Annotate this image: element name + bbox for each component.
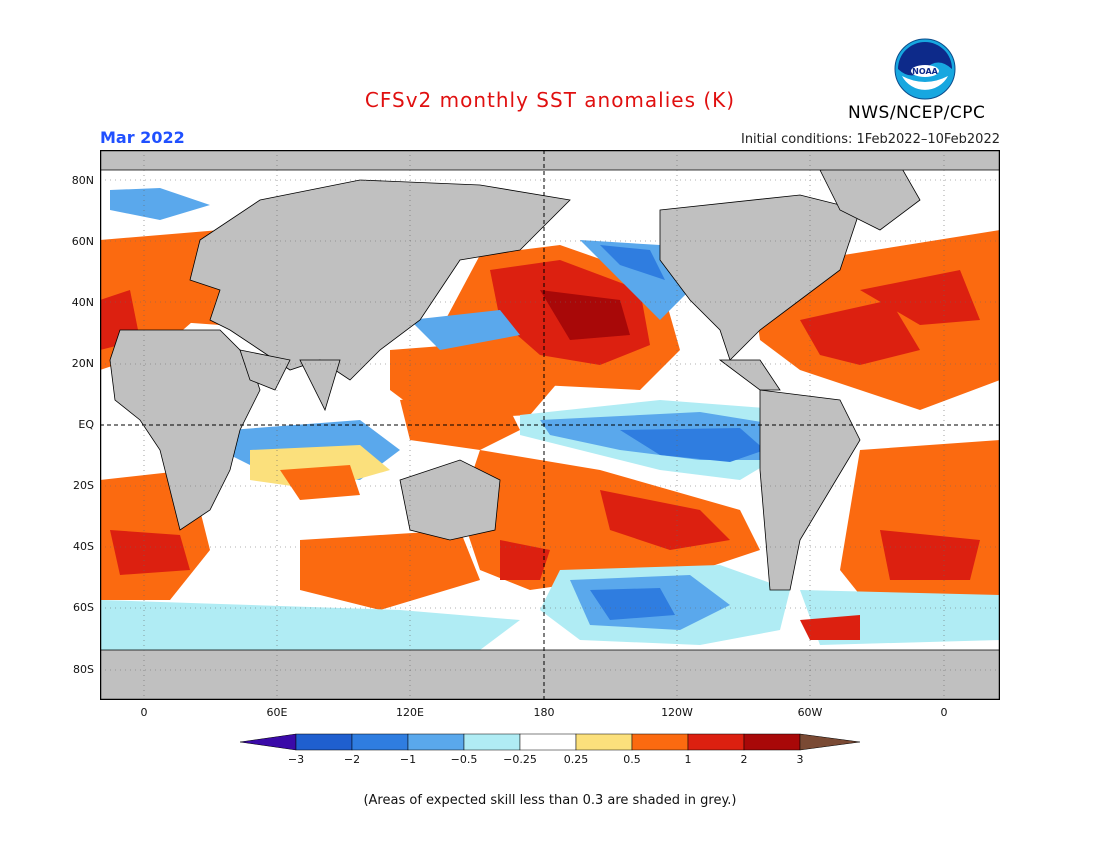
colorbar-bin bbox=[687, 733, 745, 751]
eurasia bbox=[189, 179, 571, 381]
land-masses bbox=[100, 150, 1000, 700]
lon-label-120e: 120E bbox=[396, 706, 424, 719]
skill-note: (Areas of expected skill less than 0.3 a… bbox=[363, 793, 737, 808]
noaa-logo-text: NOAA bbox=[912, 67, 938, 76]
lon-label-0-east: 0 bbox=[940, 706, 948, 719]
map-frame bbox=[100, 150, 1000, 700]
colorbar-bin bbox=[295, 733, 353, 751]
lon-label-60w: 60W bbox=[797, 706, 823, 719]
colorbar-label: 3 bbox=[796, 753, 804, 766]
colorbar-bin bbox=[519, 733, 577, 751]
colorbar-label: −2 bbox=[343, 753, 361, 766]
colorbar-bin bbox=[743, 733, 801, 751]
lon-label-0-west: 0 bbox=[140, 706, 148, 719]
colorbar-label: 1 bbox=[684, 753, 692, 766]
lon-label-60e: 60E bbox=[266, 706, 288, 719]
lat-label-40s: 40S bbox=[73, 540, 94, 553]
initial-conditions: Initial conditions: 1Feb2022–10Feb2022 bbox=[740, 132, 1000, 147]
colorbar-bin bbox=[407, 733, 465, 751]
colorbar-above-triangle bbox=[799, 733, 861, 751]
lon-label-180: 180 bbox=[533, 706, 555, 719]
lat-label-80s: 80S bbox=[73, 663, 94, 676]
colorbar-label: 0.25 bbox=[563, 753, 589, 766]
colorbar-label: −0.25 bbox=[503, 753, 537, 766]
colorbar bbox=[239, 733, 861, 751]
colorbar-below-triangle bbox=[239, 733, 297, 751]
antarctica bbox=[100, 649, 1000, 700]
colorbar-label: −0.5 bbox=[450, 753, 478, 766]
chart-title: CFSv2 monthly SST anomalies (K) bbox=[364, 88, 736, 112]
forecast-month: Mar 2022 bbox=[100, 128, 185, 147]
lat-label-40n: 40N bbox=[71, 296, 94, 309]
colorbar-bin bbox=[463, 733, 521, 751]
arctic-cap bbox=[100, 150, 1000, 171]
lat-label-eq: EQ bbox=[78, 418, 94, 431]
colorbar-bin bbox=[575, 733, 633, 751]
lat-label-60s: 60S bbox=[73, 601, 94, 614]
lat-label-20n: 20N bbox=[71, 357, 94, 370]
lat-label-60n: 60N bbox=[71, 235, 94, 248]
lat-label-80n: 80N bbox=[71, 174, 94, 187]
sst-anomaly-map bbox=[100, 150, 1000, 700]
india bbox=[299, 359, 341, 412]
lat-label-20s: 20S bbox=[73, 479, 94, 492]
colorbar-label: 2 bbox=[740, 753, 748, 766]
colorbar-bin bbox=[351, 733, 409, 751]
colorbar-label: −3 bbox=[287, 753, 305, 766]
colorbar-bin bbox=[631, 733, 689, 751]
noaa-logo: NOAA bbox=[894, 38, 956, 100]
colorbar-label: 0.5 bbox=[623, 753, 641, 766]
colorbar-label: −1 bbox=[399, 753, 417, 766]
lon-label-120w: 120W bbox=[661, 706, 693, 719]
central-america bbox=[718, 359, 781, 391]
arabia bbox=[239, 349, 291, 391]
map-grid bbox=[100, 150, 1000, 700]
org-label: NWS/NCEP/CPC bbox=[848, 103, 986, 123]
